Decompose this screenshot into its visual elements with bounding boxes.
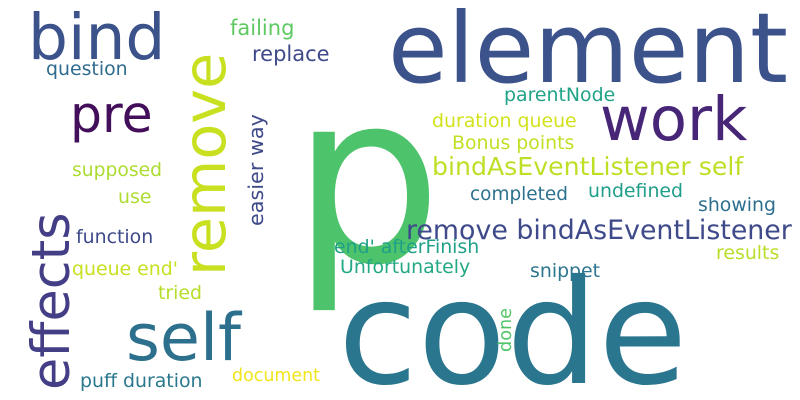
- word-effects: effects: [21, 212, 82, 390]
- word-undefined: undefined: [588, 180, 684, 202]
- word-use: use: [118, 186, 152, 208]
- word-work: work: [600, 84, 748, 155]
- word-parentnode: parentNode: [504, 84, 616, 106]
- word-failing: failing: [230, 16, 295, 40]
- word-queue-end: queue end': [72, 258, 178, 280]
- word-puff-duration: puff duration: [80, 370, 203, 392]
- word-bind: bind: [28, 1, 166, 74]
- word-supposed: supposed: [72, 160, 162, 181]
- word-easier-way: easier way: [244, 114, 268, 226]
- word-question: question: [46, 58, 128, 80]
- word-bindaseventlistener-self: bindAsEventListener self: [432, 152, 744, 181]
- word-element: element: [388, 0, 788, 105]
- word-tried: tried: [158, 282, 203, 304]
- word-function: function: [76, 226, 154, 248]
- word-self: self: [126, 301, 241, 376]
- word-end-afterfinish: end' afterFinish: [334, 236, 480, 258]
- word-completed: completed: [470, 184, 568, 205]
- word-showing: showing: [698, 194, 776, 216]
- word-replace: replace: [252, 42, 330, 66]
- word-bonus-points: Bonus points: [452, 132, 575, 154]
- word-unfortunately: Unfortunately: [340, 256, 471, 278]
- word-remove-bindaseventlistener: remove bindAsEventListener: [406, 215, 792, 246]
- word-remove: remove: [170, 52, 239, 276]
- word-p: p: [292, 42, 442, 317]
- word-pre: pre: [70, 85, 153, 144]
- word-document: document: [232, 366, 320, 386]
- word-done: done: [496, 308, 516, 352]
- word-snippet: snippet: [530, 260, 601, 282]
- word-code: code: [338, 250, 688, 400]
- word-results: results: [716, 242, 780, 264]
- word-duration-queue: duration queue: [432, 110, 577, 132]
